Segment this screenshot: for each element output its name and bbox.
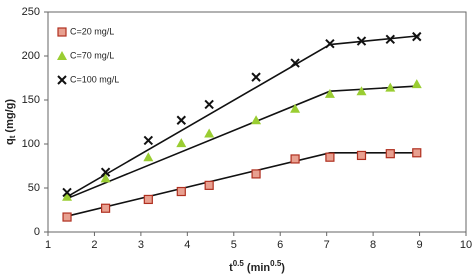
legend-label: C=100 mg/L [70,74,119,84]
marker-cross [204,99,214,110]
marker-cross [290,58,300,68]
plot-frame [47,11,467,233]
marker-square [385,149,395,159]
marker-triangle [251,115,262,125]
marker-square [57,27,67,37]
x-tick-label: 5 [231,239,237,251]
marker-square [100,203,111,213]
marker-triangle [290,103,301,113]
marker-cross [325,38,335,49]
marker-square [412,148,422,158]
marker-square [325,152,335,162]
x-label-part: (min [244,262,271,274]
x-label-part: t [229,262,233,274]
marker-triangle [385,82,396,92]
marker-cross [143,135,154,146]
y-tick-label: 100 [22,138,40,150]
y-tick-label: 200 [22,50,40,62]
marker-triangle [176,138,187,148]
x-tick-label: 2 [91,239,97,251]
y-tick-label: 0 [34,226,40,238]
marker-square [176,186,186,197]
marker-square [62,212,72,222]
marker-triangle [100,173,111,183]
y-tick-label: 250 [22,6,40,18]
marker-cross [412,31,422,42]
y-axis-label: qt (mg/g) [4,99,17,145]
marker-square [290,154,300,164]
y-tick-label: 50 [28,182,40,194]
marker-square [204,180,214,190]
marker-square [356,150,367,161]
marker-triangle [57,51,67,60]
x-tick-label: 10 [460,239,472,251]
fit-line [66,85,420,200]
marker-square [251,169,261,179]
marker-triangle [204,128,215,138]
y-label-part: q [4,138,16,145]
x-tick-label: 6 [277,239,283,251]
marker-triangle [411,79,422,89]
marker-cross [176,115,187,125]
x-label-part: ) [281,262,285,274]
y-label-part: t [8,135,17,138]
fit-line [66,152,420,217]
legend-label: C=70 mg/L [70,50,114,60]
x-label-part: 0.5 [233,259,245,268]
marker-triangle [356,86,367,96]
x-tick-label: 3 [138,239,144,251]
marker-square [143,194,153,205]
x-tick-label: 9 [416,239,422,251]
marker-cross [100,167,111,177]
x-tick-label: 7 [324,239,330,251]
marker-cross [57,75,67,85]
marker-triangle [143,152,154,162]
x-tick-label: 4 [184,239,190,251]
x-tick-label: 8 [370,239,376,251]
y-label-part: (mg/g) [4,99,16,136]
marker-triangle [62,191,73,201]
x-tick-label: 1 [45,239,51,251]
marker-cross [356,36,367,46]
x-label-part: 0.5 [270,259,282,268]
marker-cross [385,34,396,44]
x-axis-label: t0.5 (min0.5) [229,259,285,274]
fit-line [66,34,420,198]
y-tick-label: 150 [22,94,40,106]
marker-cross [62,187,72,198]
marker-cross [251,72,261,82]
legend-label: C=20 mg/L [70,26,114,36]
marker-triangle [324,88,335,98]
